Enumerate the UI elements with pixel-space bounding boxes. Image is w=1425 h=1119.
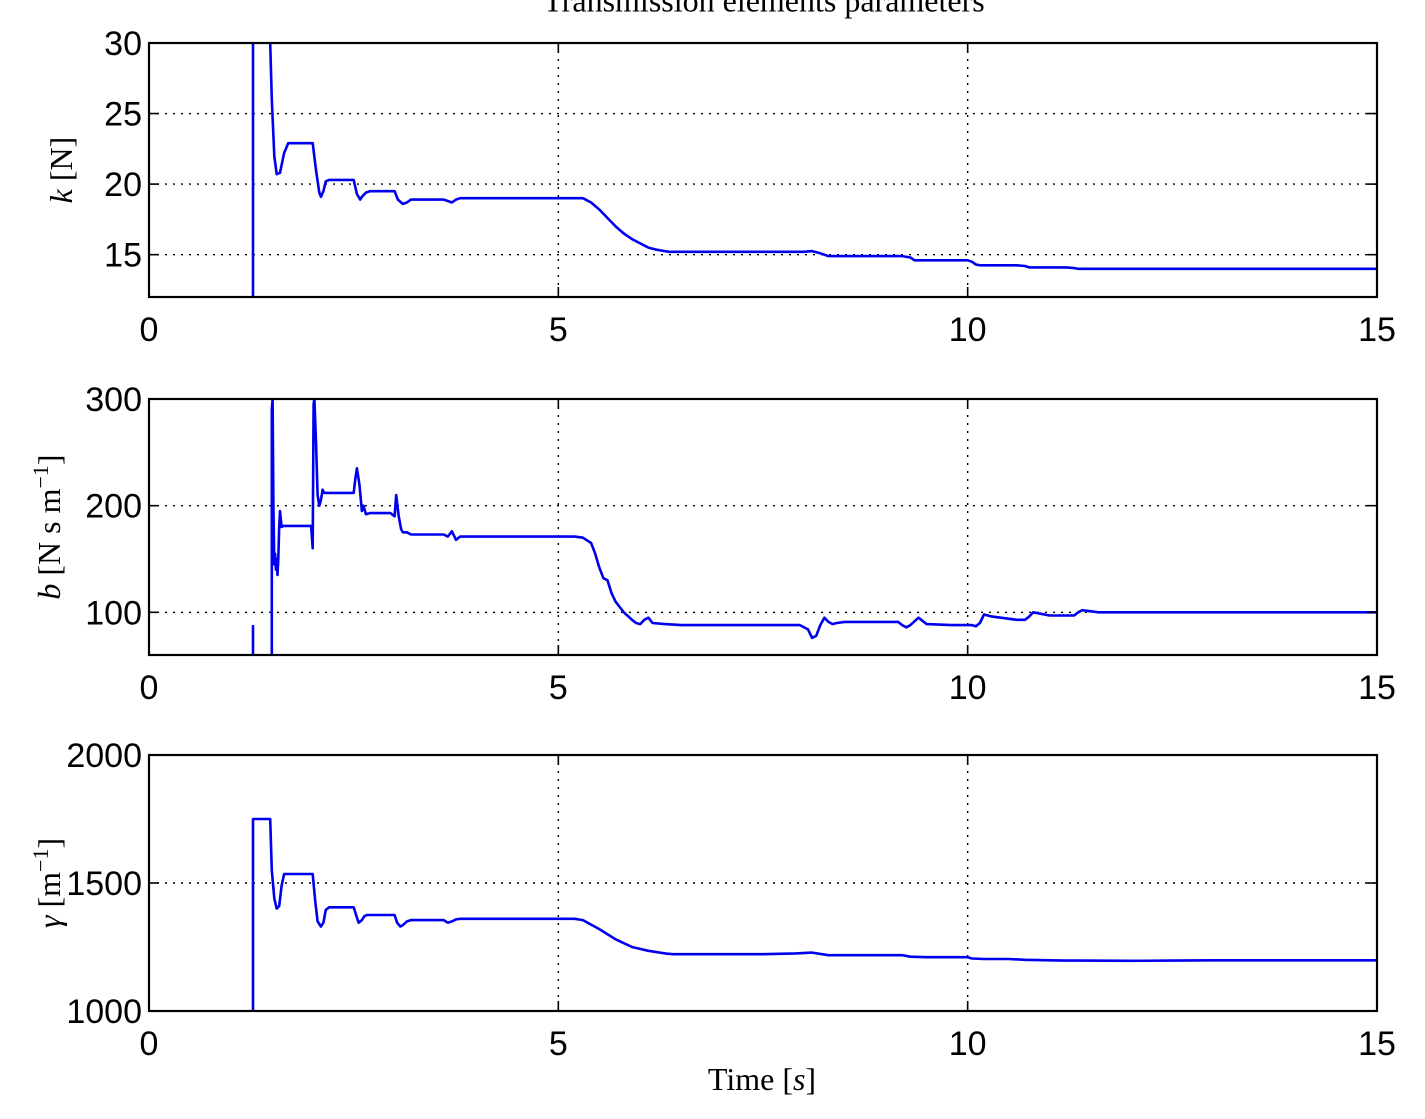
k-y-axis-label: k [N] bbox=[43, 137, 79, 204]
panel-b: 0 5 10 15 100 200 300 b [N s m−1] bbox=[28, 381, 1396, 707]
k-y-tick-label: 30 bbox=[104, 25, 142, 63]
gamma-y-axis-label: γ [m−1] bbox=[28, 838, 67, 928]
k-y-tick-label: 15 bbox=[104, 237, 142, 275]
b-x-tick-label: 0 bbox=[140, 669, 159, 707]
k-x-tick-label: 15 bbox=[1358, 311, 1396, 349]
k-y-tick-label: 20 bbox=[104, 166, 142, 204]
gamma-x-tick-label: 0 bbox=[140, 1025, 159, 1063]
panel-k: 0 5 10 15 15 20 25 30 k [N] bbox=[43, 25, 1396, 349]
gamma-y-tick-label: 1000 bbox=[66, 993, 142, 1031]
gamma-x-tick-label: 10 bbox=[949, 1025, 987, 1063]
b-y-tick-label: 100 bbox=[85, 594, 142, 632]
figure-title: Transmission elements parameters bbox=[543, 0, 984, 18]
b-y-tick-label: 300 bbox=[85, 381, 142, 419]
gamma-x-tick-label: 5 bbox=[549, 1025, 568, 1063]
k-axes-frame bbox=[147, 41, 1379, 299]
b-series-line bbox=[270, 399, 1377, 655]
x-axis-label: Time [s] bbox=[708, 1061, 816, 1097]
b-y-axis-label: b [N s m−1] bbox=[28, 454, 67, 599]
b-axes-frame bbox=[147, 397, 1379, 657]
b-x-tick-label: 15 bbox=[1358, 669, 1396, 707]
b-x-tick-label: 10 bbox=[949, 669, 987, 707]
gamma-y-tick-label: 1500 bbox=[66, 865, 142, 903]
k-x-tick-label: 0 bbox=[140, 311, 159, 349]
b-x-tick-label: 5 bbox=[549, 669, 568, 707]
gamma-x-tick-label: 15 bbox=[1358, 1025, 1396, 1063]
gamma-series-line bbox=[251, 817, 1377, 1011]
gamma-y-tick-label: 2000 bbox=[66, 737, 142, 775]
b-y-tick-label: 200 bbox=[85, 488, 142, 526]
k-series-line bbox=[268, 43, 1377, 271]
k-y-tick-label: 25 bbox=[104, 96, 142, 134]
panel-gamma: 0 5 10 15 1000 1500 2000 γ [m−1] bbox=[28, 737, 1396, 1063]
k-x-tick-label: 10 bbox=[949, 311, 987, 349]
k-x-tick-label: 5 bbox=[549, 311, 568, 349]
